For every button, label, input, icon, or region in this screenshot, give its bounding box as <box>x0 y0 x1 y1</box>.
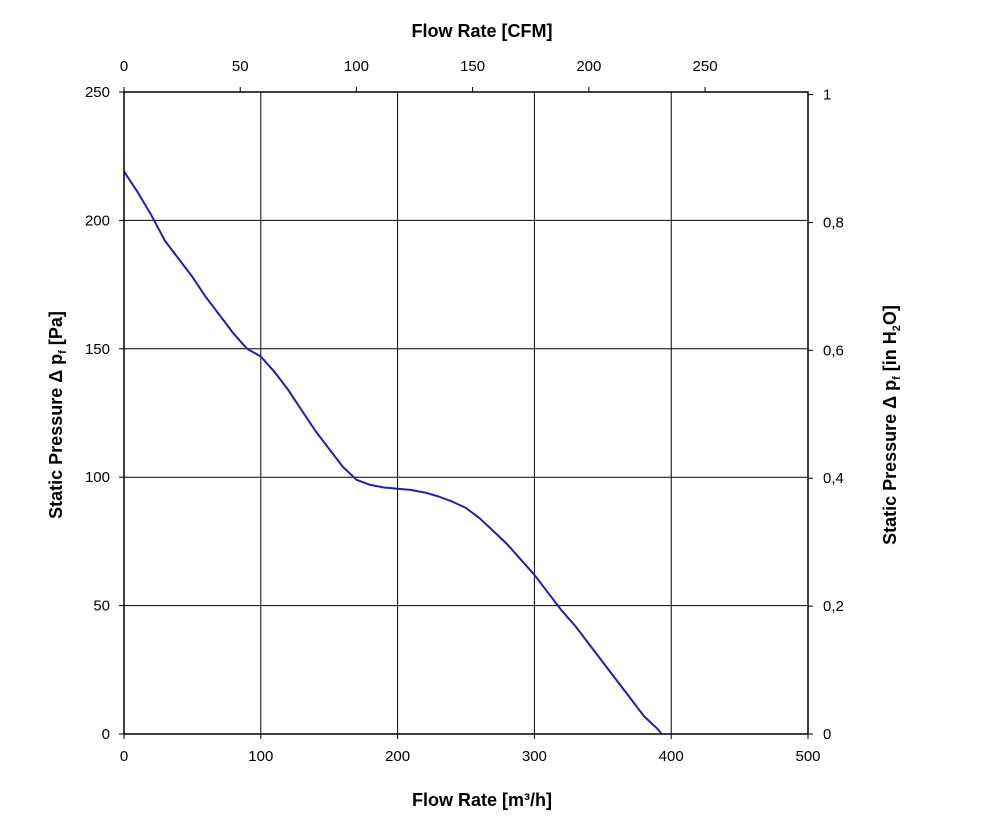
series-line-0 <box>123 171 663 735</box>
x2-tick-label: 150 <box>460 58 485 75</box>
grid-layer <box>124 92 808 734</box>
x2-tick-label: 250 <box>693 58 718 75</box>
x2-tick-label: 0 <box>120 58 128 75</box>
y2-tick-label: 0,6 <box>823 342 844 359</box>
series-layer <box>123 171 663 735</box>
y-axis-title: Static Pressure Δ pf [Pa] <box>46 311 69 519</box>
x-tick-label: 400 <box>659 748 684 765</box>
y2-tick-label: 0,4 <box>823 470 844 487</box>
x-tick-label: 300 <box>522 748 547 765</box>
y2-axis-title: Static Pressure Δ pf [in H2O] <box>880 305 903 545</box>
y-tick-label: 0 <box>102 726 110 743</box>
y2-tick-label: 1 <box>823 87 831 104</box>
y2-tick-label: 0,8 <box>823 214 844 231</box>
plot-frame <box>123 91 809 735</box>
x-tick-label: 100 <box>248 748 273 765</box>
x2-tick-label: 100 <box>344 58 369 75</box>
x-tick-label: 500 <box>795 748 820 765</box>
y2-tick-label: 0 <box>823 726 831 743</box>
y-tick-label: 50 <box>93 598 110 615</box>
y2-tick-label: 0,2 <box>823 598 844 615</box>
y-tick-label: 200 <box>85 212 110 229</box>
y-tick-label: 100 <box>85 469 110 486</box>
x-axis-title: Flow Rate [m³/h] <box>412 790 552 810</box>
y-tick-label: 150 <box>85 341 110 358</box>
y-tick-label: 250 <box>85 84 110 101</box>
x2-axis-title: Flow Rate [CFM] <box>412 21 553 41</box>
x-tick-label: 200 <box>385 748 410 765</box>
x2-tick-label: 50 <box>232 58 249 75</box>
plot-border <box>123 91 809 735</box>
x2-tick-label: 200 <box>576 58 601 75</box>
x-tick-label: 0 <box>120 748 128 765</box>
